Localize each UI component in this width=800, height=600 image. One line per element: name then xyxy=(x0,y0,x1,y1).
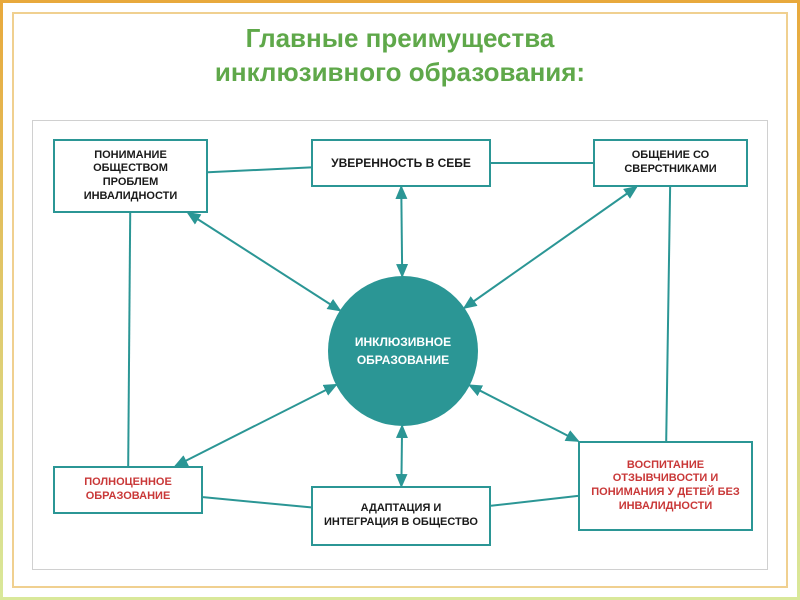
diagram-area: ИНКЛЮЗИВНОЕ ОБРАЗОВАНИЕ ПОНИМАНИЕ ОБЩЕСТВ… xyxy=(32,120,768,570)
title-line2: инклюзивного образования: xyxy=(0,56,800,90)
diagram-node: УВЕРЕННОСТЬ В СЕБЕ xyxy=(311,139,491,187)
diagram-node: АДАПТАЦИЯ И ИНТЕГРАЦИЯ В ОБЩЕСТВО xyxy=(311,486,491,546)
diagram-node: ВОСПИТАНИЕ ОТЗЫВЧИВОСТИ И ПОНИМАНИЯ У ДЕ… xyxy=(578,441,753,531)
center-node: ИНКЛЮЗИВНОЕ ОБРАЗОВАНИЕ xyxy=(328,276,478,426)
diagram-node: ПОЛНОЦЕННОЕ ОБРАЗОВАНИЕ xyxy=(53,466,203,514)
diagram-node: ОБЩЕНИЕ СО СВЕРСТНИКАМИ xyxy=(593,139,748,187)
page-title: Главные преимущества инклюзивного образо… xyxy=(0,22,800,90)
title-line1: Главные преимущества xyxy=(0,22,800,56)
diagram-node: ПОНИМАНИЕ ОБЩЕСТВОМ ПРОБЛЕМ ИНВАЛИДНОСТИ xyxy=(53,139,208,213)
